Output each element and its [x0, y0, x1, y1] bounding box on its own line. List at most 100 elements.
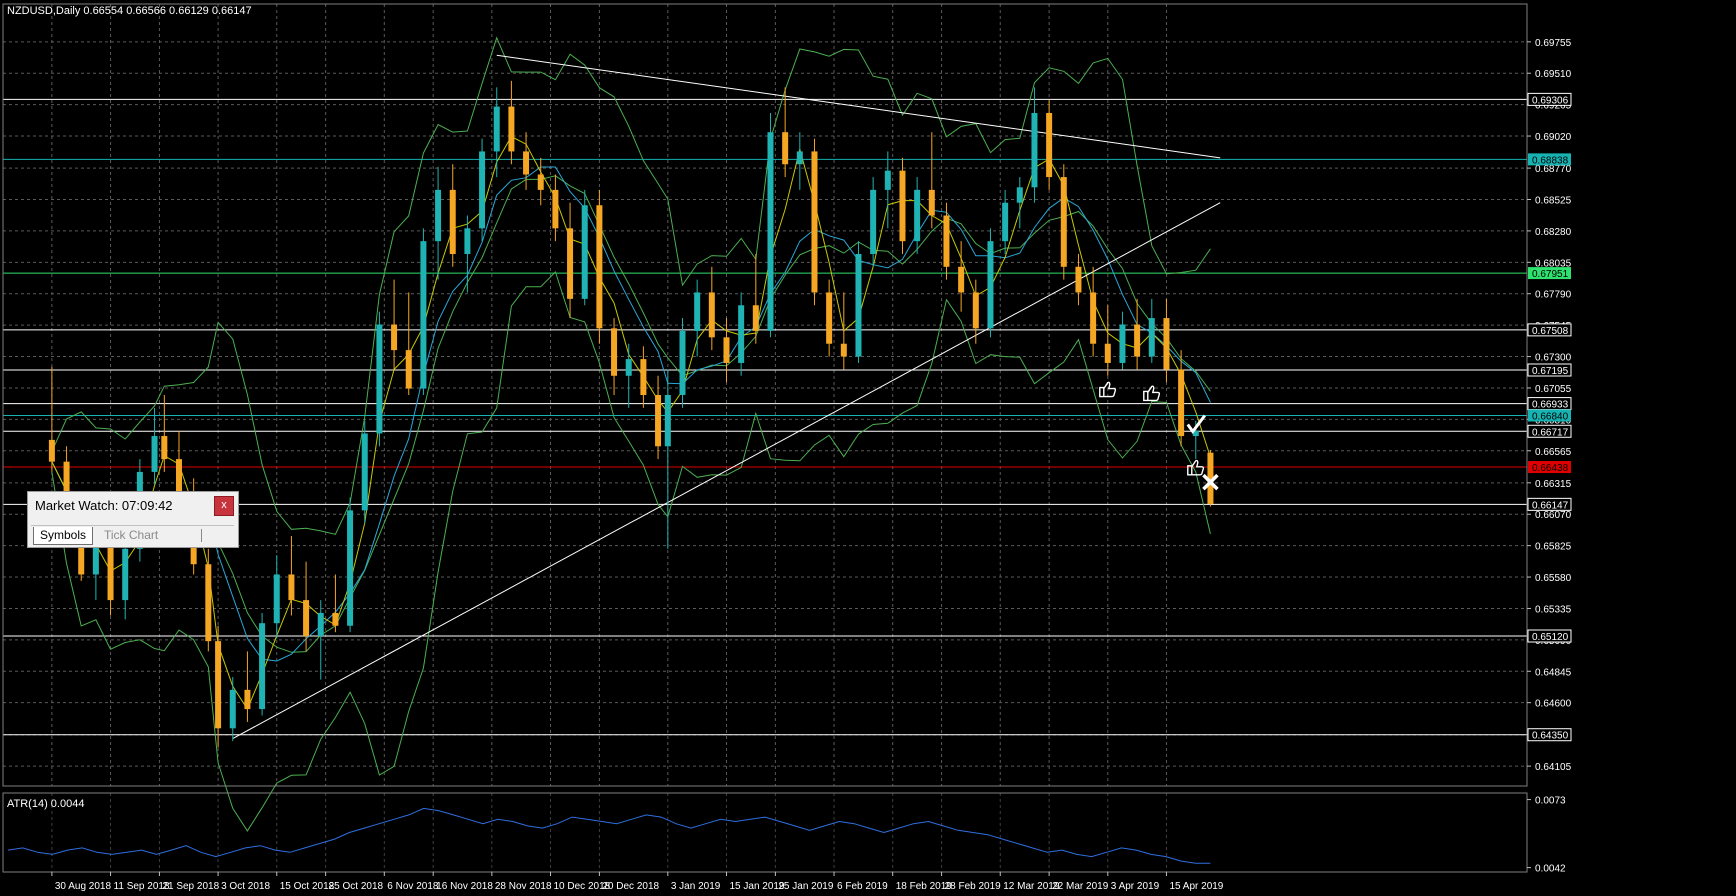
level-price-label: 0.69306 — [1532, 95, 1569, 106]
candle-down — [928, 189, 935, 216]
candle-down — [1178, 369, 1185, 437]
thumbs-up-shape — [1099, 381, 1117, 398]
candle-up — [694, 292, 701, 331]
candle-up — [151, 436, 158, 472]
thumbs-up-shape — [1187, 459, 1205, 476]
candle-up — [767, 132, 774, 331]
price-tick-label: 0.67300 — [1535, 353, 1572, 364]
candle-up — [679, 330, 686, 395]
candle-up — [870, 189, 877, 254]
date-tick-label: 3 Oct 2018 — [221, 881, 270, 892]
level-price-label: 0.66717 — [1532, 427, 1569, 438]
candle-up — [435, 189, 442, 242]
candle-up — [259, 623, 266, 710]
candle-up — [625, 359, 632, 376]
candle-up — [738, 305, 745, 363]
date-tick-label: 21 Sep 2018 — [162, 881, 219, 892]
date-tick-label: 6 Nov 2018 — [387, 881, 439, 892]
close-icon[interactable]: x — [214, 496, 234, 516]
candle-down — [391, 324, 398, 351]
candle-down — [782, 132, 789, 165]
candle-up — [1148, 318, 1155, 357]
price-tick-label: 0.69755 — [1535, 38, 1572, 49]
price-tick-label: 0.68035 — [1535, 258, 1572, 269]
price-tick-label: 0.64600 — [1535, 699, 1572, 710]
price-tick-label: 0.64105 — [1535, 762, 1572, 773]
price-tick-label: 0.66315 — [1535, 479, 1572, 490]
candle-up — [92, 538, 99, 575]
level-price-tag — [1527, 323, 1572, 337]
candle-down — [175, 459, 182, 498]
symbol-header: NZDUSD,Daily 0.66554 0.66566 0.66129 0.6… — [7, 5, 252, 17]
date-tick-label: 15 Apr 2019 — [1169, 881, 1223, 892]
level-price-label: 0.67508 — [1532, 326, 1569, 337]
level-price-tag — [1528, 409, 1571, 422]
ma-slow — [51, 166, 1211, 662]
candle-down — [107, 538, 114, 601]
atr-line — [7, 807, 1211, 864]
candle-up — [1119, 324, 1126, 363]
candle-up — [493, 106, 500, 152]
level-price-label: 0.68838 — [1532, 155, 1569, 166]
date-tick-label: 10 Dec 2018 — [554, 881, 611, 892]
candle-down — [826, 292, 833, 344]
candle-down — [567, 228, 574, 299]
date-tick-label: 6 Feb 2019 — [837, 881, 888, 892]
tab-symbols[interactable]: Symbols — [33, 527, 94, 545]
candle-up — [855, 253, 862, 357]
thumbs-up-icon — [1099, 381, 1117, 398]
candle-down — [552, 189, 559, 229]
candle-down — [523, 151, 530, 175]
price-tick-label: 0.69020 — [1535, 132, 1572, 143]
horizontal-levels — [3, 98, 1527, 736]
candle-down — [48, 439, 55, 462]
price-tick-label: 0.68770 — [1535, 164, 1572, 175]
level-price-tag — [1528, 461, 1571, 474]
candle-down — [244, 689, 251, 710]
candle-up — [273, 574, 280, 624]
level-price-label: 0.66933 — [1532, 400, 1569, 411]
price-tick-label: 0.65335 — [1535, 604, 1572, 615]
candle-up — [796, 151, 803, 165]
candle-down — [1075, 266, 1082, 293]
candle-down — [1090, 292, 1097, 344]
price-tick-label: 0.67790 — [1535, 290, 1572, 301]
level-price-tag — [1527, 497, 1572, 511]
date-tick-label: 15 Oct 2018 — [280, 881, 335, 892]
market-watch-panel[interactable]: Market Watch: 07:09:42 x Symbols Tick Ch… — [27, 491, 239, 548]
candle-up — [317, 612, 324, 637]
candle-up — [1002, 202, 1009, 242]
date-tick-label: 12 Mar 2019 — [1003, 881, 1060, 892]
candle-down — [972, 292, 979, 329]
candle-down — [899, 170, 906, 242]
candle-up — [229, 689, 236, 729]
atr-tick-label: 0.0042 — [1535, 864, 1566, 875]
candle-down — [1104, 343, 1111, 363]
date-tick-label: 18 Feb 2019 — [896, 881, 953, 892]
bollinger-lower — [51, 270, 1211, 832]
level-price-label: 0.66147 — [1532, 500, 1569, 511]
level-price-tag — [1527, 92, 1572, 106]
date-tick-label: 20 Dec 2018 — [602, 881, 659, 892]
candle-down — [840, 343, 847, 357]
bollinger-mid — [51, 175, 1211, 653]
atr-label: ATR(14) 0.0044 — [7, 798, 84, 810]
level-price-tag — [1527, 629, 1572, 643]
price-tick-label: 0.69265 — [1535, 101, 1572, 112]
candle-down — [1046, 112, 1053, 178]
price-tick-label: 0.69510 — [1535, 69, 1572, 80]
atr-tick-label: 0.0073 — [1535, 796, 1566, 807]
candle-down — [943, 215, 950, 267]
candle-up — [1016, 187, 1023, 203]
candle-down — [640, 359, 647, 395]
candle-down — [655, 395, 662, 447]
candle-down — [161, 436, 168, 460]
tab-tick-chart[interactable]: Tick Chart — [104, 528, 159, 542]
level-price-label: 0.66438 — [1532, 463, 1569, 474]
level-price-tag — [1528, 267, 1571, 280]
date-tick-label: 11 Sep 2018 — [114, 881, 170, 892]
candle-down — [405, 350, 412, 389]
level-price-label: 0.67195 — [1532, 366, 1569, 377]
